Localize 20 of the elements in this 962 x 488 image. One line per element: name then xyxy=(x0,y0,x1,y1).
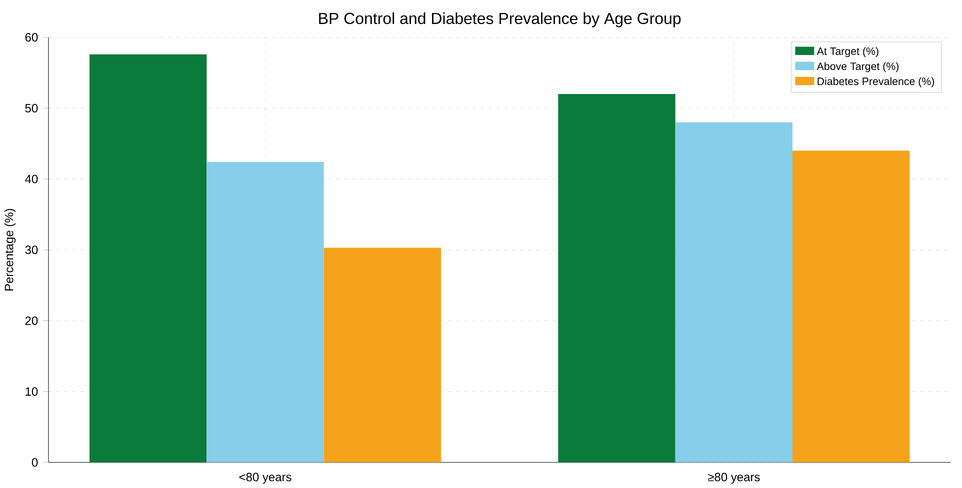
bar xyxy=(324,248,442,462)
chart-title: BP Control and Diabetes Prevalence by Age Group xyxy=(319,12,681,28)
bar xyxy=(90,54,207,462)
y-tick-label: 60 xyxy=(25,33,38,42)
x-tick-label: <80 years xyxy=(239,472,292,484)
y-tick-label: 20 xyxy=(25,316,38,325)
y-tick-label: 30 xyxy=(25,246,38,254)
x-tick-label: ≥80 years xyxy=(708,472,760,484)
bar xyxy=(558,94,676,462)
bar xyxy=(792,150,910,462)
legend-label: Diabetes Prevalence (%) xyxy=(818,77,934,88)
y-tick-label: 0 xyxy=(32,458,38,467)
y-axis-title: Percentage (%) xyxy=(4,208,16,290)
legend-label: Above Target (%) xyxy=(816,62,898,72)
y-tick-label: 10 xyxy=(26,387,38,396)
legend-label: At Target (%) xyxy=(816,47,878,58)
bar xyxy=(675,122,793,462)
y-tick-label: 40 xyxy=(25,174,38,184)
bar xyxy=(206,162,324,462)
y-tick-label: 50 xyxy=(25,104,38,112)
